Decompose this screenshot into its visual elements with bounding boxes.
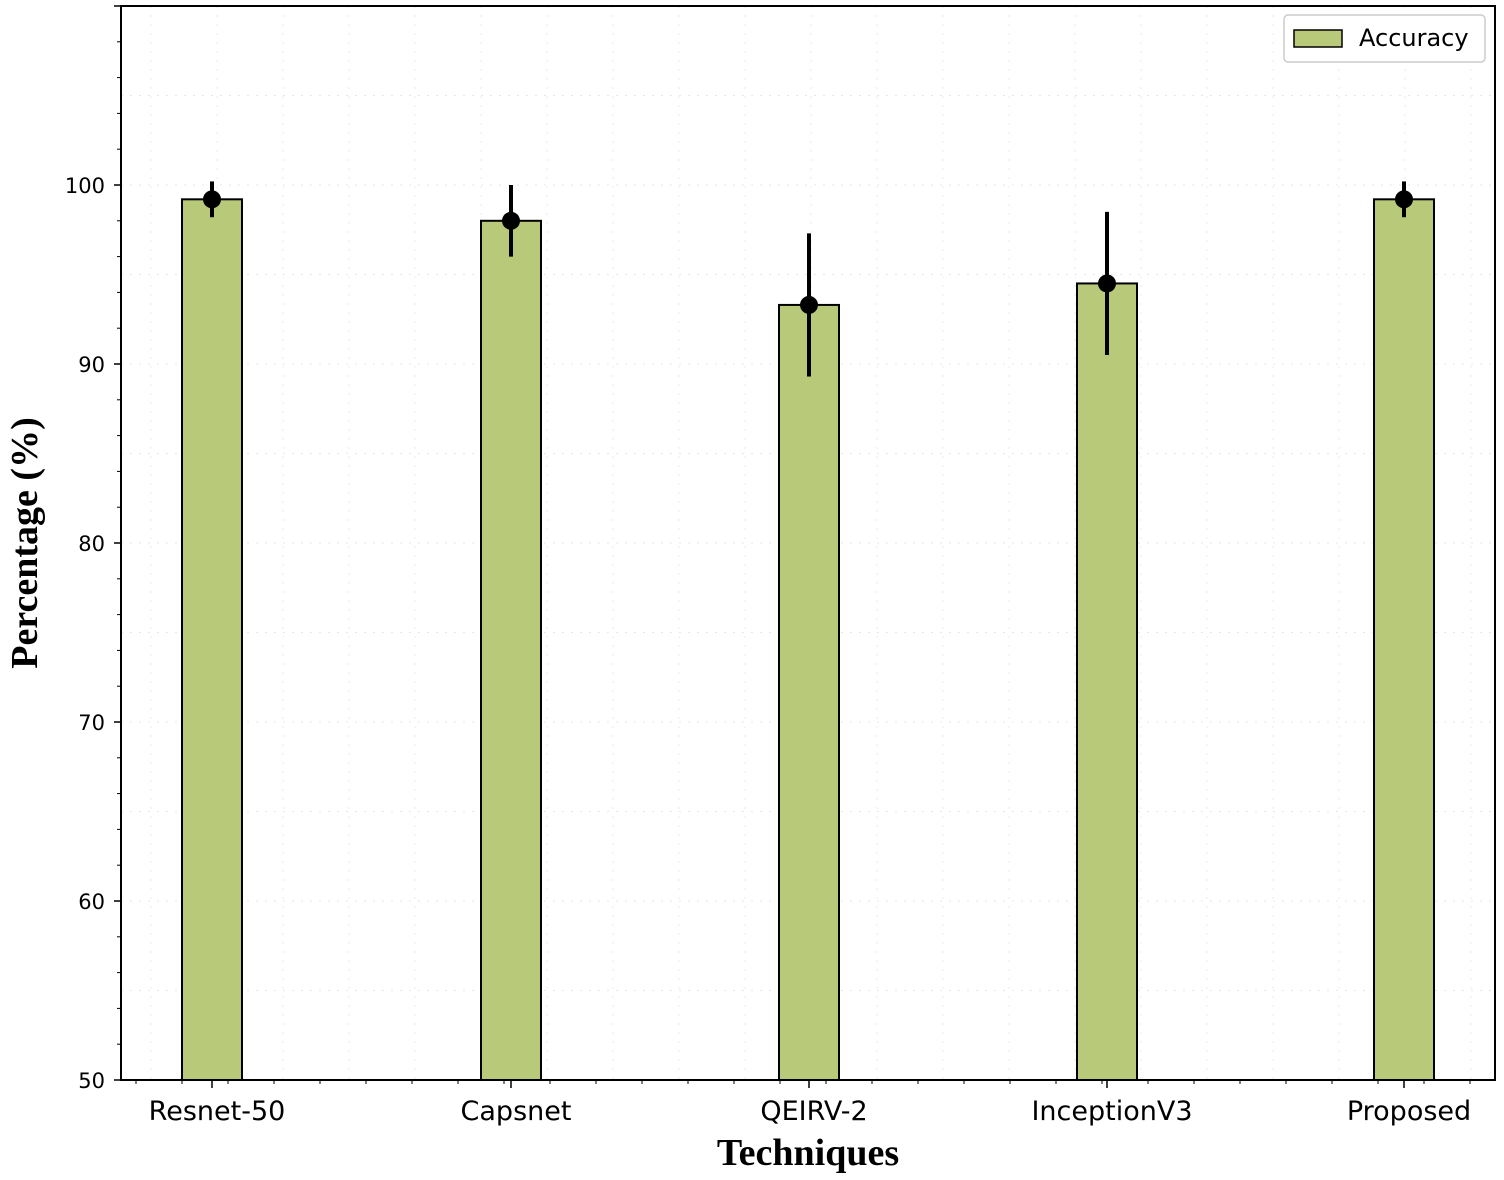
y-tick-label: 80 <box>78 532 105 556</box>
x-tick-label: Proposed <box>1347 1096 1471 1127</box>
y-axis-ticks: 50 60 70 80 90 100 <box>65 5 1471 1093</box>
error-bar-marker <box>203 190 221 209</box>
legend-swatch <box>1293 29 1343 48</box>
error-bars <box>203 181 1413 377</box>
x-tick-label: InceptionV3 <box>1031 1096 1192 1127</box>
error-bar-marker <box>502 211 520 230</box>
bar <box>1076 282 1138 1081</box>
legend-frame <box>1283 14 1486 63</box>
x-tick-label: QEIRV-2 <box>760 1096 867 1127</box>
error-bar-marker <box>800 295 818 314</box>
bar <box>1373 198 1435 1081</box>
bar <box>181 198 243 1081</box>
y-tick-label: 70 <box>78 711 105 735</box>
x-tick-label: Capsnet <box>461 1096 572 1127</box>
legend-label: Accuracy <box>1359 24 1469 52</box>
x-axis-tick-labels: Resnet-50 Capsnet QEIRV-2 InceptionV3 Propos… <box>149 1080 1471 1127</box>
y-tick-label: 90 <box>78 353 105 377</box>
y-tick-label: 50 <box>78 1069 105 1093</box>
bar <box>778 303 840 1081</box>
x-axis-title: Techniques <box>717 1132 899 1174</box>
legend: Accuracy <box>1283 14 1486 63</box>
error-bar-marker <box>1098 274 1116 293</box>
y-tick-label: 100 <box>65 174 105 198</box>
x-tick-label: Resnet-50 <box>149 1096 286 1127</box>
error-bar-marker <box>1395 190 1413 209</box>
y-tick-label: 60 <box>78 890 105 914</box>
bar <box>480 219 542 1082</box>
y-axis-title: Percentage (%) <box>4 417 46 668</box>
